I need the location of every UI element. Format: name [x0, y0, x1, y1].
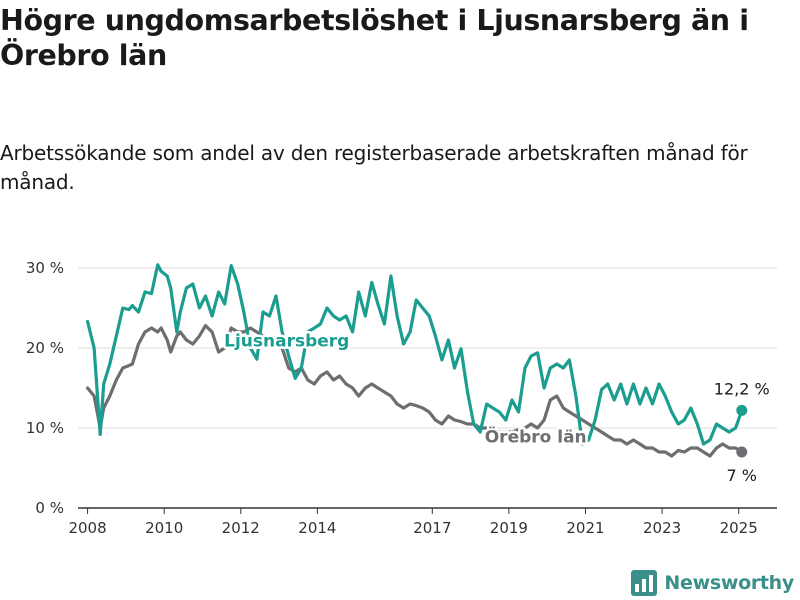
series-line-orebro-lan [86, 324, 744, 458]
series-labels: Ljusnarsberg Örebro län 12,2 % 7 % [222, 329, 772, 487]
y-tick-label: 0 % [35, 499, 64, 517]
x-tick-label: 2023 [643, 519, 681, 537]
x-tick-label: 2014 [298, 519, 336, 537]
end-value-label-orebro-lan: 7 % [727, 466, 757, 485]
end-value-label-ljusnarsberg: 12,2 % [714, 379, 770, 398]
y-tick-label: 10 % [26, 419, 64, 437]
brand-name: Newsworthy [664, 572, 794, 594]
x-tick-label: 2025 [720, 519, 758, 537]
newsworthy-logo-icon [631, 570, 658, 596]
x-tick-label: 2008 [68, 519, 106, 537]
x-tick-label: 2019 [490, 519, 528, 537]
x-tick-label: 2010 [145, 519, 183, 537]
page-subtitle: Arbetssökande som andel av den registerb… [0, 141, 748, 194]
end-point-ljusnarsberg [736, 404, 748, 416]
x-tick-label: 2017 [413, 519, 451, 537]
series-label-orebro-lan: Örebro län [485, 425, 587, 447]
y-axis-labels: 0 % 10 % 20 % 30 % [26, 259, 64, 517]
y-tick-label: 30 % [26, 259, 64, 277]
y-tick-label: 20 % [26, 339, 64, 357]
page-title: Högre ungdomsarbetslöshet i Ljusnarsberg… [0, 4, 749, 72]
x-tick-label: 2021 [566, 519, 604, 537]
end-point-orebro-lan [736, 446, 748, 458]
series-label-ljusnarsberg: Ljusnarsberg [224, 331, 349, 351]
series-lines [86, 263, 748, 458]
x-axis: 2008 2010 2012 2014 2017 2019 2021 2023 2025 [68, 508, 758, 537]
newsworthy-brand: Newsworthy [631, 570, 794, 596]
series-line-ljusnarsberg [86, 263, 744, 446]
x-tick-label: 2012 [222, 519, 260, 537]
gridlines [78, 267, 777, 509]
